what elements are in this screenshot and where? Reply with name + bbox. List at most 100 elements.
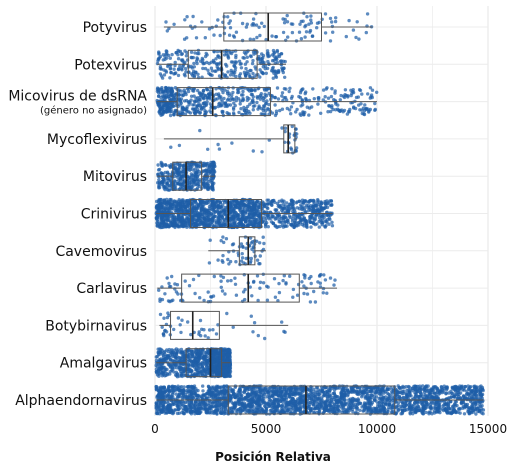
data-point bbox=[287, 207, 291, 212]
data-point bbox=[186, 362, 191, 366]
data-point bbox=[282, 214, 286, 218]
data-point bbox=[223, 205, 227, 210]
data-point bbox=[216, 217, 220, 221]
data-point bbox=[267, 102, 271, 107]
data-point bbox=[224, 237, 229, 241]
data-point bbox=[312, 97, 316, 101]
data-point bbox=[167, 92, 171, 96]
data-point bbox=[224, 222, 228, 226]
data-point bbox=[313, 214, 318, 219]
data-point bbox=[196, 110, 200, 114]
data-point bbox=[247, 212, 251, 216]
data-point bbox=[216, 258, 220, 262]
data-point bbox=[205, 53, 209, 57]
data-point bbox=[260, 56, 264, 61]
data-point bbox=[175, 283, 180, 287]
data-point bbox=[176, 53, 180, 57]
data-point bbox=[233, 62, 237, 66]
data-point bbox=[341, 94, 346, 98]
data-point bbox=[277, 281, 281, 286]
data-point bbox=[225, 311, 229, 316]
data-point bbox=[331, 30, 335, 34]
data-point bbox=[333, 89, 337, 93]
data-point bbox=[242, 108, 246, 113]
data-point bbox=[264, 102, 268, 106]
data-point bbox=[288, 86, 292, 91]
data-point bbox=[180, 106, 184, 110]
data-point bbox=[180, 214, 184, 219]
data-point bbox=[203, 185, 207, 189]
data-point bbox=[233, 276, 237, 280]
data-point bbox=[249, 314, 253, 318]
data-point bbox=[242, 273, 246, 277]
data-point bbox=[250, 240, 255, 244]
data-point bbox=[179, 373, 184, 377]
data-point bbox=[319, 111, 323, 116]
data-point bbox=[188, 180, 192, 185]
data-point bbox=[242, 56, 246, 60]
data-point bbox=[280, 126, 284, 130]
data-point bbox=[315, 26, 319, 30]
data-point bbox=[245, 204, 250, 208]
data-point bbox=[338, 108, 342, 113]
data-point bbox=[241, 204, 246, 209]
data-point bbox=[351, 28, 356, 32]
data-point bbox=[273, 95, 277, 100]
data-point bbox=[221, 235, 225, 239]
data-point bbox=[325, 213, 329, 218]
data-point bbox=[214, 332, 219, 336]
data-point bbox=[246, 49, 250, 53]
data-point bbox=[295, 293, 300, 297]
data-point bbox=[169, 204, 173, 208]
data-point bbox=[201, 88, 206, 93]
data-point bbox=[238, 72, 243, 76]
data-point bbox=[182, 88, 186, 92]
data-point bbox=[278, 59, 283, 64]
data-point bbox=[165, 276, 169, 280]
data-point bbox=[295, 206, 300, 210]
data-point bbox=[162, 94, 166, 99]
data-point bbox=[202, 182, 206, 186]
data-point bbox=[325, 291, 329, 295]
data-point bbox=[213, 106, 217, 110]
data-point bbox=[183, 18, 187, 22]
data-point bbox=[180, 58, 185, 62]
data-point bbox=[202, 208, 207, 212]
data-point bbox=[370, 88, 375, 92]
data-point bbox=[234, 74, 238, 79]
data-point bbox=[344, 34, 348, 39]
data-point bbox=[193, 210, 197, 214]
data-point bbox=[167, 281, 171, 286]
data-point bbox=[164, 89, 168, 93]
data-point bbox=[292, 224, 296, 228]
data-point bbox=[311, 221, 316, 225]
data-point bbox=[159, 162, 164, 166]
data-point bbox=[187, 187, 191, 191]
data-point bbox=[208, 213, 213, 218]
data-point bbox=[220, 109, 224, 114]
data-point bbox=[209, 160, 213, 165]
data-point bbox=[193, 174, 197, 178]
data-point bbox=[265, 99, 269, 103]
data-point bbox=[245, 22, 249, 26]
data-point bbox=[221, 356, 225, 360]
data-point bbox=[284, 282, 288, 286]
data-point bbox=[288, 108, 292, 112]
data-point bbox=[216, 374, 220, 378]
data-point bbox=[249, 68, 253, 73]
data-point bbox=[173, 60, 177, 65]
data-point bbox=[194, 36, 199, 40]
data-point bbox=[155, 221, 159, 225]
data-point bbox=[183, 279, 187, 283]
data-point bbox=[247, 97, 251, 101]
data-point bbox=[258, 254, 262, 258]
data-point bbox=[201, 389, 205, 393]
data-point bbox=[225, 64, 229, 68]
data-point bbox=[232, 212, 236, 216]
data-point bbox=[164, 20, 168, 24]
data-point bbox=[175, 349, 180, 353]
data-point bbox=[189, 368, 193, 373]
data-point bbox=[308, 28, 313, 33]
data-point bbox=[328, 199, 332, 203]
data-point bbox=[177, 49, 181, 54]
